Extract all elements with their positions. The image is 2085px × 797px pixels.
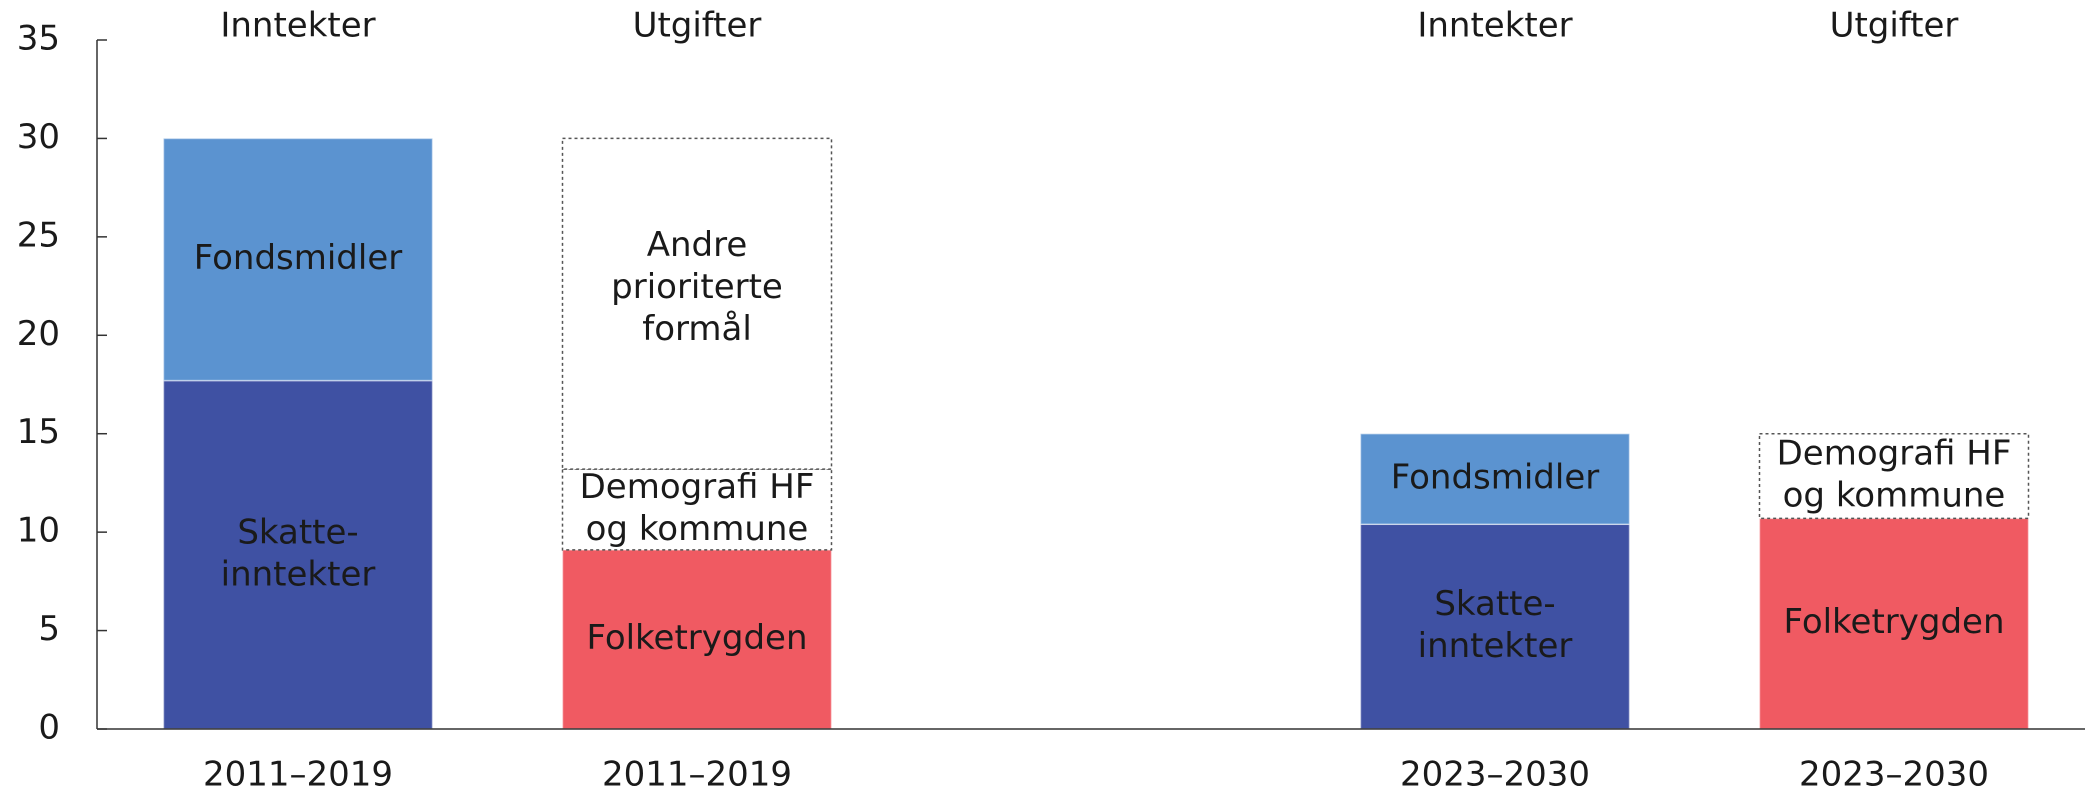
y-tick-label: 0 [38, 708, 60, 748]
segment-label: Fondsmidler [1391, 457, 1600, 497]
group-label: Inntekter [220, 6, 375, 46]
y-tick-label: 20 [17, 314, 60, 354]
bar-segment [1758, 432, 2030, 520]
segment-label: Demografi HF [580, 467, 815, 507]
group-label: Utgifter [633, 6, 762, 46]
y-tick-label: 15 [17, 412, 60, 452]
bar-segment [162, 379, 434, 730]
x-tick-label: 2023–2030 [1400, 755, 1590, 795]
group-label: Inntekter [1417, 6, 1572, 46]
segment-label: Demografi HF [1777, 434, 2012, 474]
y-tick-label: 30 [17, 117, 60, 157]
segment-label: Folketrygden [1783, 602, 2004, 642]
segment-label: og kommune [1783, 476, 2006, 516]
segment-label: formål [642, 309, 752, 349]
y-tick-label: 35 [17, 19, 60, 59]
segment-label: og kommune [586, 509, 809, 549]
bar-segment [1758, 517, 2030, 730]
x-tick-label: 2011–2019 [203, 755, 393, 795]
segment-label: Andre [647, 225, 748, 265]
bar-segment [1359, 523, 1631, 730]
x-tick-label: 2011–2019 [602, 755, 792, 795]
segment-label: Skatte- [1434, 584, 1555, 624]
segment-label: prioriterte [611, 267, 783, 307]
segment-label: Skatte- [237, 512, 358, 552]
bar-segment [561, 137, 833, 470]
y-tick-label: 10 [17, 511, 60, 551]
bar-segment [162, 137, 434, 382]
group-label: Utgifter [1830, 6, 1959, 46]
y-tick-label: 25 [17, 215, 60, 255]
segment-label: inntekter [221, 554, 376, 594]
y-tick-label: 5 [38, 609, 60, 649]
bar-segment [1359, 432, 1631, 526]
segment-label: Folketrygden [586, 618, 807, 658]
segment-label: Fondsmidler [194, 238, 403, 278]
x-tick-label: 2023–2030 [1799, 755, 1989, 795]
segment-label: inntekter [1418, 626, 1573, 666]
